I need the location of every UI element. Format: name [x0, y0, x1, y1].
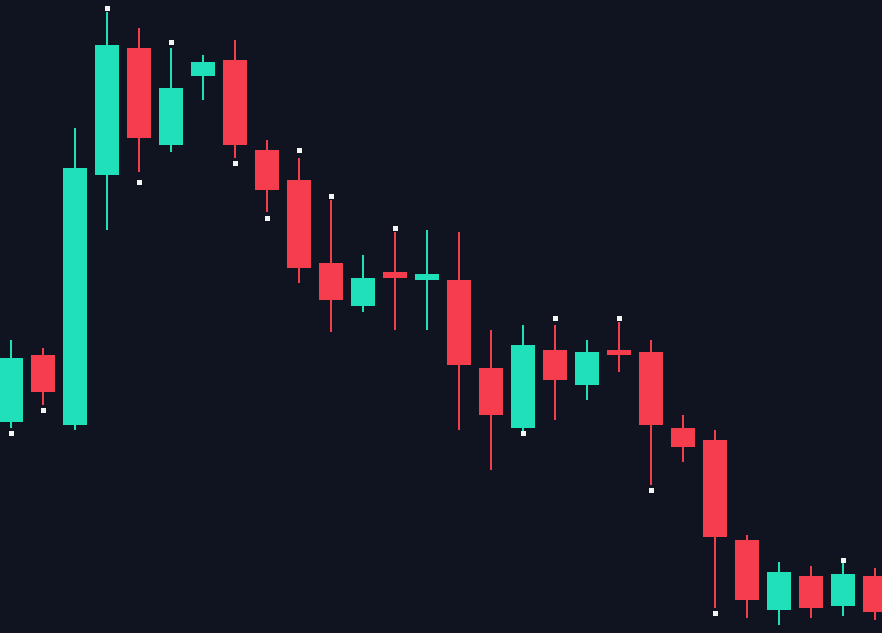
candle-body-down — [383, 272, 407, 278]
candle-body-up — [831, 574, 855, 606]
candle-wick — [618, 322, 620, 372]
swing-low-marker — [648, 487, 654, 493]
swing-low-marker — [520, 430, 526, 436]
swing-low-marker — [232, 160, 238, 166]
swing-low-marker — [264, 215, 270, 221]
candle-wick — [394, 232, 396, 330]
candle-body-down — [479, 368, 503, 415]
candle-wick — [202, 55, 204, 100]
candle-body-down — [543, 350, 567, 380]
swing-high-marker — [296, 147, 302, 153]
swing-high-marker — [840, 557, 846, 563]
candle-body-down — [255, 150, 279, 190]
swing-high-marker — [616, 315, 622, 321]
swing-low-marker — [712, 610, 718, 616]
candle-body-up — [95, 45, 119, 175]
swing-low-marker — [40, 407, 46, 413]
candle-body-down — [127, 48, 151, 138]
candle-body-up — [0, 358, 23, 422]
swing-high-marker — [168, 39, 174, 45]
candle-body-down — [703, 440, 727, 537]
swing-high-marker — [328, 193, 334, 199]
candle-body-up — [351, 278, 375, 306]
candle-body-down — [319, 263, 343, 300]
swing-low-marker — [136, 179, 142, 185]
candle-body-down — [223, 60, 247, 145]
candle-body-up — [767, 572, 791, 610]
swing-high-marker — [104, 5, 110, 11]
candle-body-up — [415, 274, 439, 280]
candle-body-down — [447, 280, 471, 365]
candle-body-down — [735, 540, 759, 600]
candle-body-down — [671, 428, 695, 447]
candle-body-up — [575, 352, 599, 385]
candle-body-up — [191, 62, 215, 76]
swing-high-marker — [392, 225, 398, 231]
candle-wick — [426, 230, 428, 330]
candle-body-down — [639, 352, 663, 425]
swing-high-marker — [552, 315, 558, 321]
candle-body-down — [799, 576, 823, 608]
candle-body-down — [863, 576, 882, 612]
candle-body-up — [511, 345, 535, 428]
swing-low-marker — [8, 430, 14, 436]
candle-body-down — [607, 350, 631, 355]
candle-body-down — [287, 180, 311, 268]
candle-body-up — [63, 168, 87, 425]
candle-body-down — [31, 355, 55, 392]
candle-body-up — [159, 88, 183, 145]
